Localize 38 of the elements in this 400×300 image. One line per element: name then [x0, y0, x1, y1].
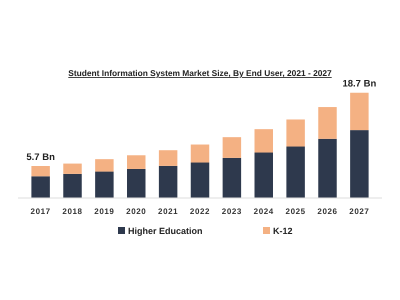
x-tick-label: 2023 — [222, 207, 242, 216]
bar — [318, 138, 337, 198]
x-tick-label: 2027 — [349, 207, 370, 216]
annotation: 5.7 Bn — [26, 152, 56, 163]
x-tick-label: 2017 — [30, 207, 51, 216]
bar — [127, 155, 146, 169]
bar — [95, 172, 114, 198]
legend-label: Higher Education — [128, 226, 203, 236]
bar — [190, 162, 210, 198]
chart-title: Student Information System Market Size, By End User, 2021 - 2027 — [68, 68, 332, 78]
bar — [222, 137, 242, 158]
bar — [254, 129, 273, 153]
bar — [190, 144, 210, 163]
bar — [95, 159, 114, 172]
annotation: 18.7 Bn — [342, 78, 376, 90]
bar — [350, 92, 369, 130]
x-tick-label: 2026 — [317, 207, 338, 216]
bar — [31, 166, 50, 176]
bar — [286, 119, 305, 147]
bar — [318, 107, 337, 139]
bar — [158, 166, 178, 198]
bar — [254, 152, 273, 198]
legend-label: K-12 — [273, 226, 293, 236]
bar — [63, 174, 82, 198]
x-tick-label: 2025 — [286, 207, 306, 216]
bar — [127, 168, 146, 198]
bar — [286, 146, 305, 198]
x-tick-label: 2020 — [126, 207, 146, 216]
bar — [350, 130, 369, 198]
bar — [158, 150, 178, 166]
bar — [63, 164, 82, 174]
x-tick-label: 2021 — [158, 207, 178, 216]
x-tick-label: 2022 — [190, 207, 210, 216]
bar — [222, 158, 242, 198]
bar — [31, 176, 50, 198]
x-tick-label: 2018 — [62, 207, 83, 216]
x-tick-label: 2019 — [94, 207, 114, 216]
x-tick-label: 2024 — [254, 207, 274, 216]
